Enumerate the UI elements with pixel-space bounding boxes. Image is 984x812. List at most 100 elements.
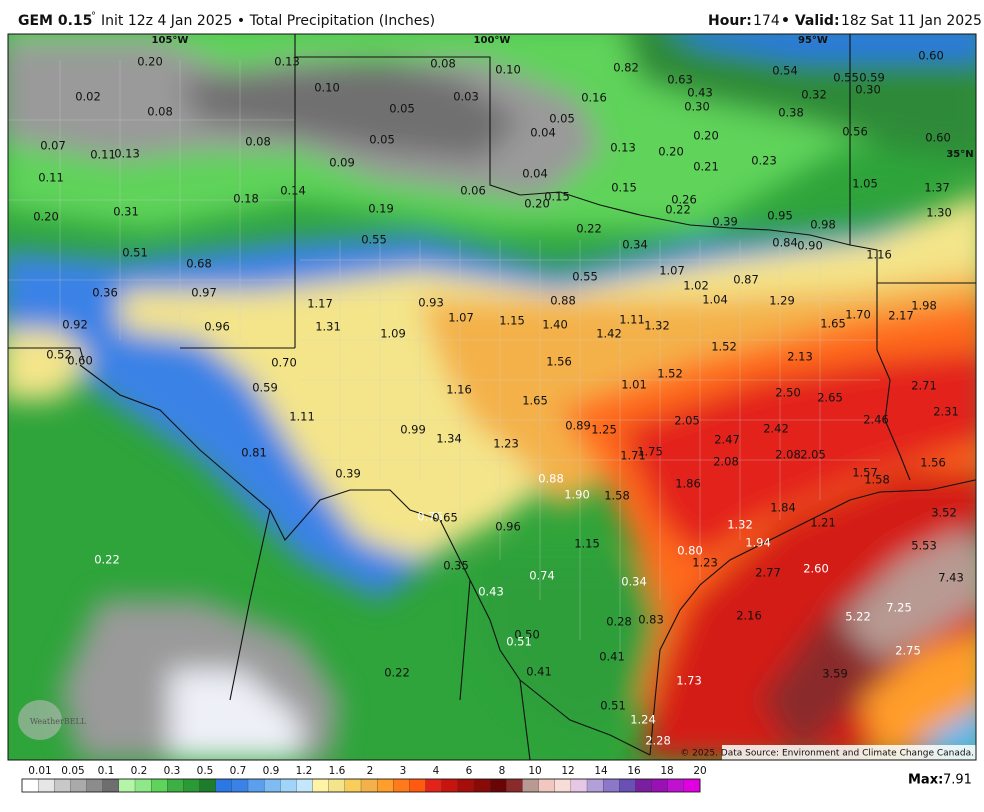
precip-label: 7.43: [938, 571, 964, 585]
precip-label: 1.40: [542, 318, 568, 332]
precip-label: 0.13: [610, 141, 636, 155]
precip-label: 1.98: [911, 299, 937, 313]
logo: WeatherBELL: [30, 717, 87, 726]
colorbar-label: 0.1: [98, 765, 115, 777]
colorbar-swatch: [602, 778, 620, 793]
precip-label: 0.03: [453, 90, 479, 104]
precip-label: 1.11: [619, 313, 645, 327]
precip-label: 0.38: [778, 106, 804, 120]
colorbar-swatch: [473, 778, 491, 793]
precip-label: 0.95: [767, 209, 793, 223]
colorbar-label: 20: [693, 765, 706, 777]
precip-label: 0.97: [191, 286, 217, 300]
precip-label: 0.55: [833, 71, 859, 85]
precip-label: 1.17: [307, 297, 333, 311]
colorbar-label: 10: [528, 765, 541, 777]
colorbar-swatch: [21, 778, 39, 793]
precip-label: 0.60: [67, 354, 93, 368]
colorbar-swatch: [102, 778, 120, 793]
colorbar-label: 6: [466, 765, 473, 777]
colorbar-swatch: [554, 778, 572, 793]
colorbar-swatch: [667, 778, 685, 793]
precip-label: 0.59: [859, 71, 885, 85]
max-label: Max:: [908, 773, 943, 788]
precip-label: 1.31: [315, 320, 341, 334]
hour-value: 174: [753, 13, 780, 29]
precip-label: 0.56: [842, 125, 868, 139]
precip-label: 0.28: [606, 615, 632, 629]
degree-mark: °: [91, 11, 96, 22]
precip-label: 1.25: [591, 423, 617, 437]
precip-label: 1.52: [657, 367, 683, 381]
colorbar-label: 0.01: [28, 765, 51, 777]
precip-label: 0.26: [671, 193, 697, 207]
precip-label: 0.96: [204, 320, 230, 334]
precip-label: 1.32: [727, 518, 753, 532]
precip-label: 0.51: [506, 635, 532, 649]
precip-label: 1.09: [380, 327, 406, 341]
colorbar-swatch: [506, 778, 523, 793]
precip-label: 0.70: [271, 356, 297, 370]
precip-label: 0.20: [658, 145, 684, 159]
colorbar-label: 0.5: [197, 765, 214, 777]
colorbar-swatch: [441, 778, 459, 793]
precip-label: 0.31: [113, 205, 139, 219]
colorbar-label: 0.05: [61, 765, 84, 777]
precip-label: 0.34: [622, 238, 648, 252]
colorbar-swatch: [344, 778, 362, 793]
colorbar-swatch: [118, 778, 136, 793]
precip-label: 1.56: [546, 355, 572, 369]
longitude-label: 95°W: [798, 35, 828, 46]
colorbar-swatch: [538, 778, 556, 793]
precip-label: 2.16: [736, 609, 762, 623]
valid-time: 18z Sat 11 Jan 2025: [841, 13, 982, 29]
precip-label: 0.05: [369, 133, 395, 147]
colorbar-swatch: [54, 778, 71, 793]
colorbar-frame: [21, 778, 701, 793]
precip-label: 1.15: [499, 314, 525, 328]
colorbar-swatch: [263, 778, 281, 793]
precip-label: 3.52: [931, 506, 957, 520]
precip-label: 1.94: [745, 536, 771, 550]
colorbar-label: 4: [433, 765, 440, 777]
precip-label: 1.30: [926, 206, 952, 220]
precip-label: 1.65: [820, 317, 846, 331]
precip-label: 0.99: [400, 423, 426, 437]
precip-label: 2.60: [803, 562, 829, 576]
precip-label: 1.42: [596, 327, 622, 341]
precip-label: 0.20: [137, 55, 163, 69]
precip-label: 0.96: [495, 520, 521, 534]
precip-label: 0.98: [810, 218, 836, 232]
precip-label: 1.84: [770, 501, 796, 515]
colorbar-label: 2: [367, 765, 374, 777]
colorbar-swatch: [150, 778, 168, 793]
max-value: 7.91: [943, 773, 972, 788]
colorbar-swatch: [570, 778, 588, 793]
precip-label: 0.22: [665, 203, 691, 217]
precip-label: 0.10: [495, 63, 521, 77]
precip-label: 1.11: [289, 410, 315, 424]
precip-label: 0.20: [33, 210, 59, 224]
precip-label: 2.05: [674, 414, 700, 428]
map: 0.20 0.13 0.080.100.10 0.820.630.54 0.55 0.59…: [8, 34, 976, 760]
latitude-label: 35°N: [946, 149, 973, 160]
precip-label: 0.92: [62, 318, 88, 332]
grid-labels: 105°W 100°W 95°W 35°N: [152, 35, 974, 160]
precip-label: 0.51: [122, 246, 148, 260]
precip-label: 1.75: [637, 445, 663, 459]
model-name: GEM 0.15: [18, 13, 92, 29]
precip-label: 2.31: [933, 405, 959, 419]
precip-label: 0.59: [252, 381, 278, 395]
precip-label: 0.93: [418, 296, 444, 310]
precip-label: 2.71: [911, 379, 937, 393]
precip-label: 0.60: [925, 131, 951, 145]
colorbar-swatch: [312, 778, 330, 793]
precip-label: 0.19: [368, 202, 394, 216]
precip-label: 1.73: [676, 674, 702, 688]
precip-label: 5.22: [845, 610, 871, 624]
county-lines: [8, 60, 880, 660]
precip-label: 1.05: [852, 177, 878, 191]
colorbar-label: 14: [594, 765, 608, 777]
precip-label: 0.04: [522, 167, 548, 181]
precip-label: 0.43: [478, 585, 504, 599]
